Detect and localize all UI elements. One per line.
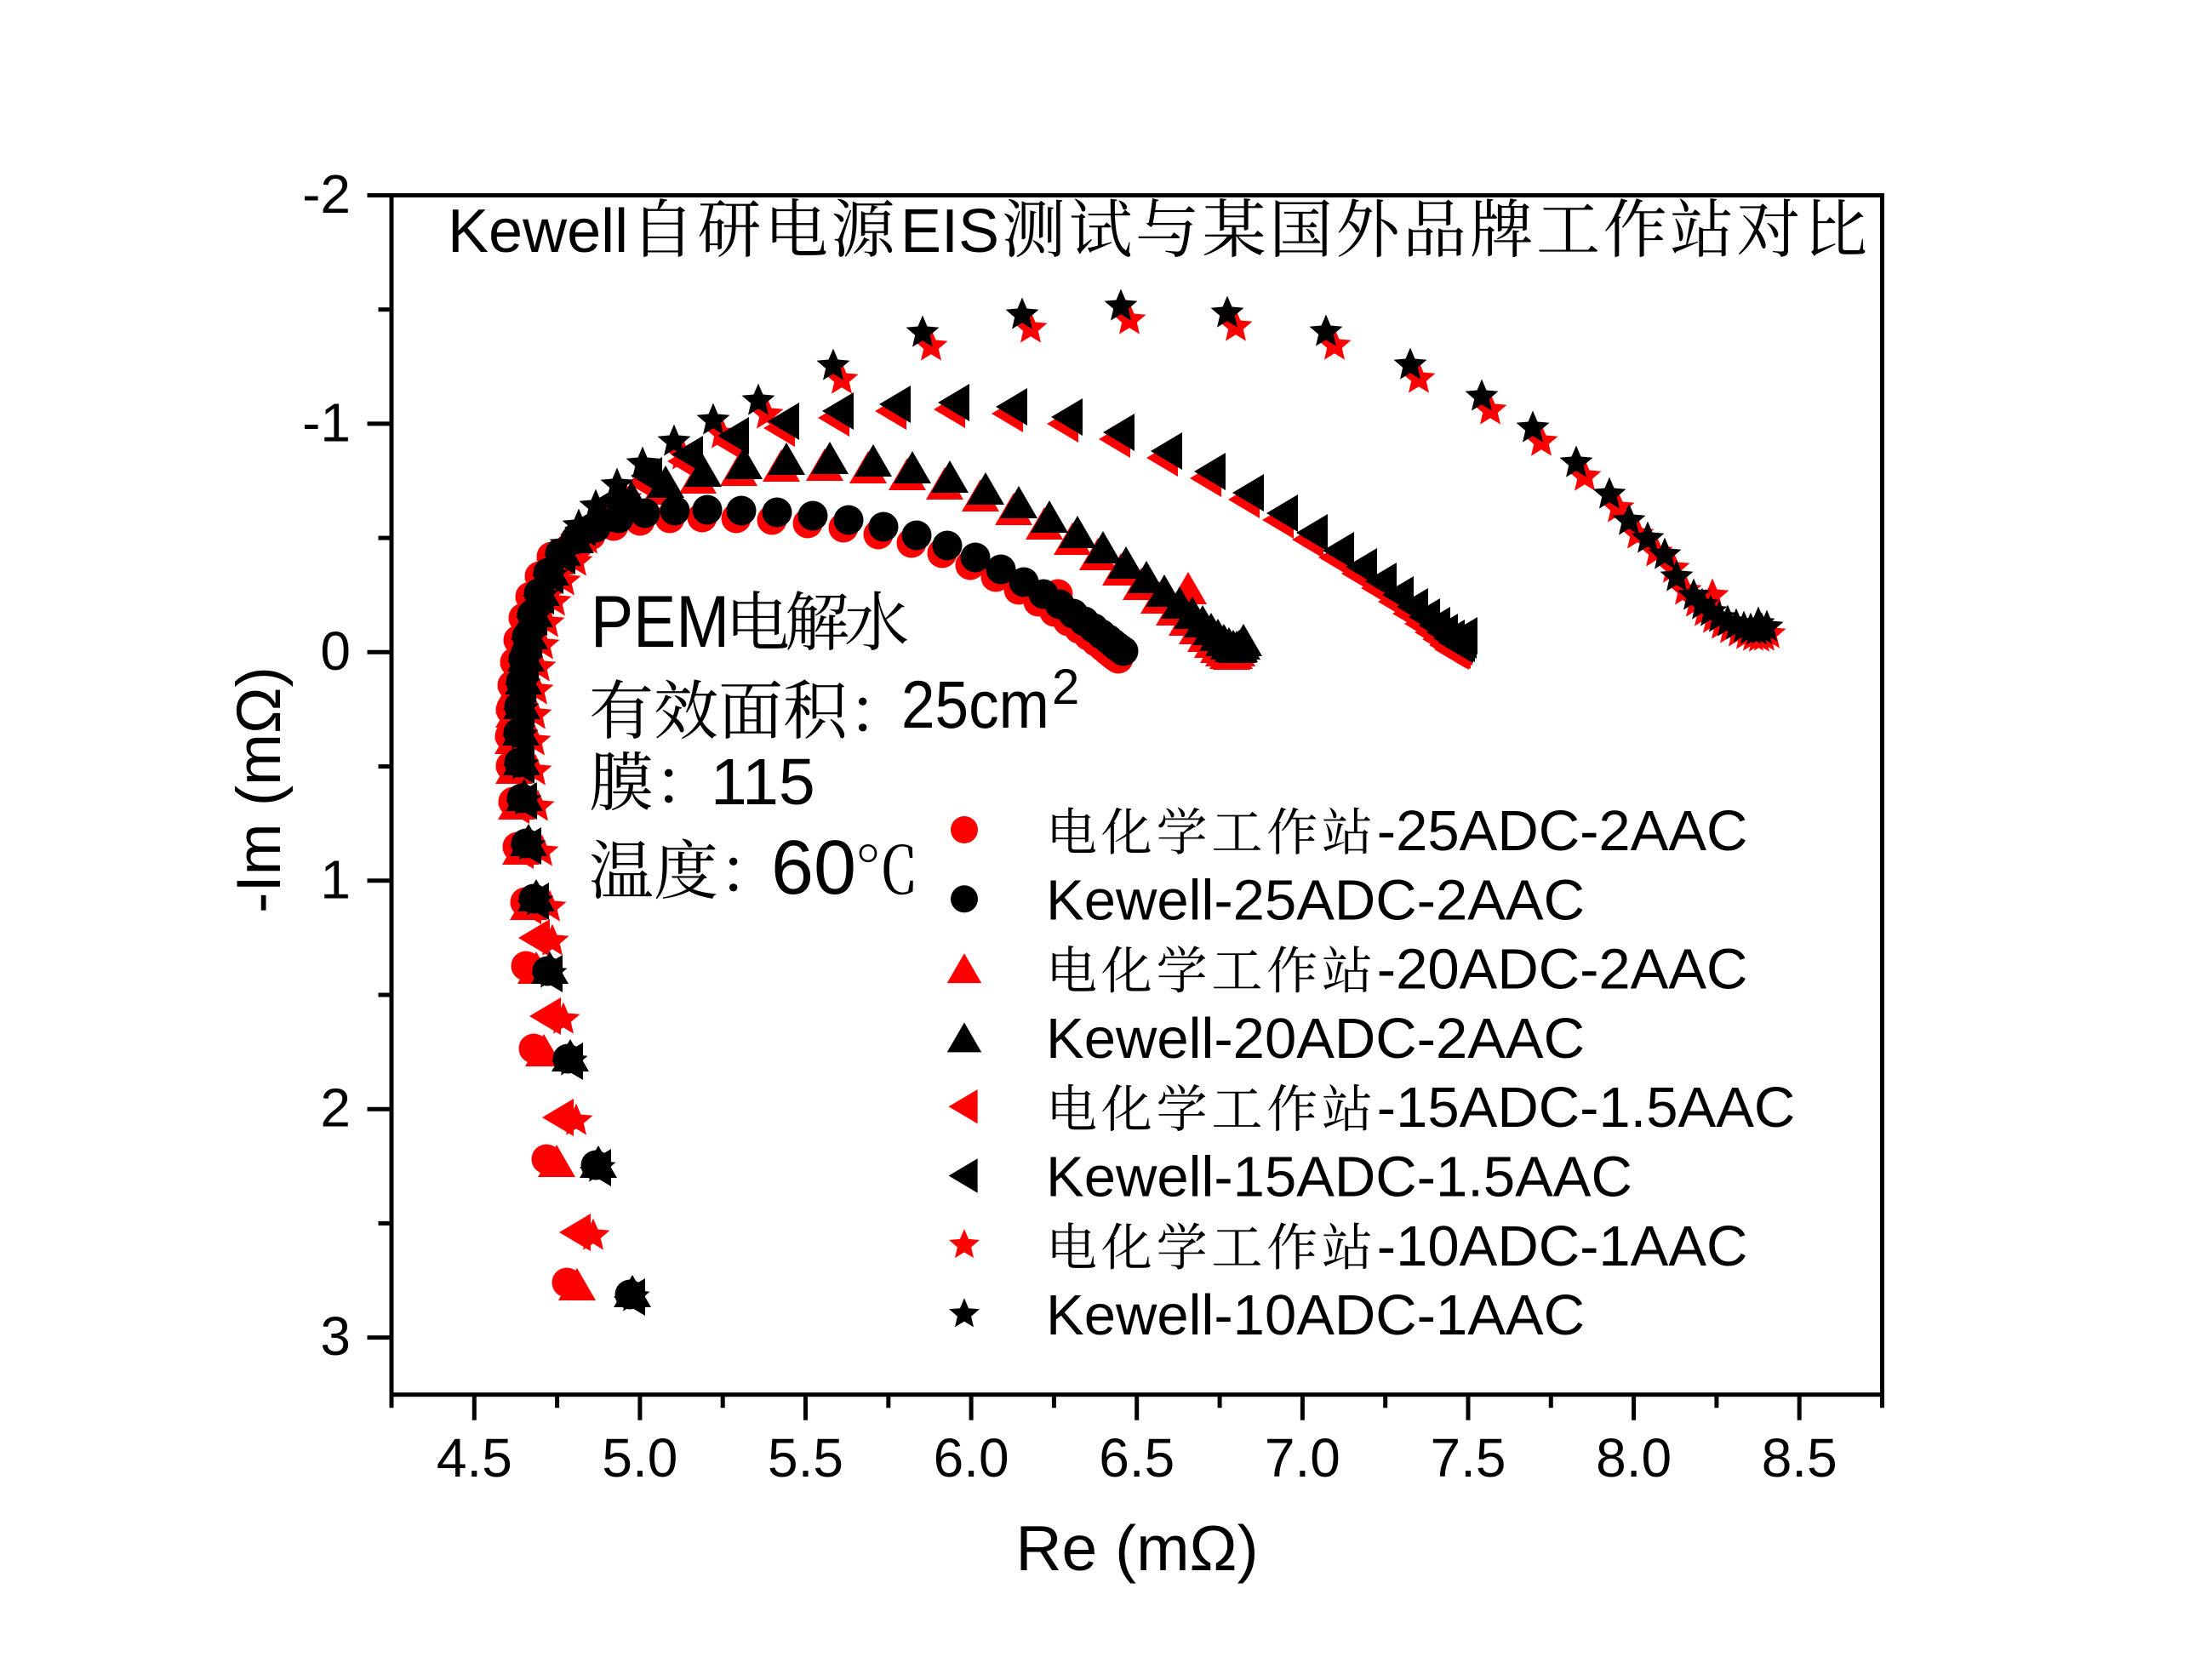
svg-text:6.0: 6.0 <box>934 1427 1009 1489</box>
svg-text:Re (mΩ): Re (mΩ) <box>1015 1512 1258 1584</box>
svg-text:-25ADC-2AAC: -25ADC-2AAC <box>1377 799 1748 863</box>
svg-text:2: 2 <box>320 1077 351 1139</box>
svg-text:Kewell-20ADC-2AAC: Kewell-20ADC-2AAC <box>1046 1007 1585 1071</box>
svg-text:-15ADC-1.5AAC: -15ADC-1.5AAC <box>1377 1076 1796 1140</box>
svg-text:8.5: 8.5 <box>1762 1427 1838 1489</box>
svg-text:0: 0 <box>320 620 351 682</box>
svg-text:2: 2 <box>1052 660 1079 715</box>
svg-text:4.5: 4.5 <box>437 1427 512 1489</box>
svg-text:5.5: 5.5 <box>768 1427 843 1489</box>
svg-text:6.5: 6.5 <box>1099 1427 1175 1489</box>
svg-text:-2: -2 <box>302 163 351 225</box>
svg-text:-10ADC-1AAC: -10ADC-1AAC <box>1377 1214 1748 1278</box>
svg-text:3: 3 <box>320 1306 351 1367</box>
svg-text:7.0: 7.0 <box>1265 1427 1340 1489</box>
svg-text:60: 60 <box>771 826 856 911</box>
svg-text:5.0: 5.0 <box>602 1427 677 1489</box>
svg-text:1: 1 <box>320 849 351 910</box>
svg-text:7.5: 7.5 <box>1431 1427 1506 1489</box>
svg-text:Kewell: Kewell <box>448 197 628 266</box>
svg-text:25cm: 25cm <box>901 667 1049 742</box>
svg-text:EIS: EIS <box>900 197 999 266</box>
svg-text:Kewell-10ADC-1AAC: Kewell-10ADC-1AAC <box>1046 1283 1585 1347</box>
svg-text:-20ADC-2AAC: -20ADC-2AAC <box>1377 938 1748 1002</box>
svg-text:-1: -1 <box>302 391 351 453</box>
svg-text:Kewell-25ADC-2AAC: Kewell-25ADC-2AAC <box>1046 868 1585 932</box>
svg-text:115: 115 <box>711 746 815 819</box>
svg-text:PEM: PEM <box>591 581 729 663</box>
svg-text:Kewell-15ADC-1.5AAC: Kewell-15ADC-1.5AAC <box>1046 1146 1632 1209</box>
svg-text:-Im (mΩ): -Im (mΩ) <box>225 666 294 913</box>
svg-text:8.0: 8.0 <box>1596 1427 1672 1489</box>
